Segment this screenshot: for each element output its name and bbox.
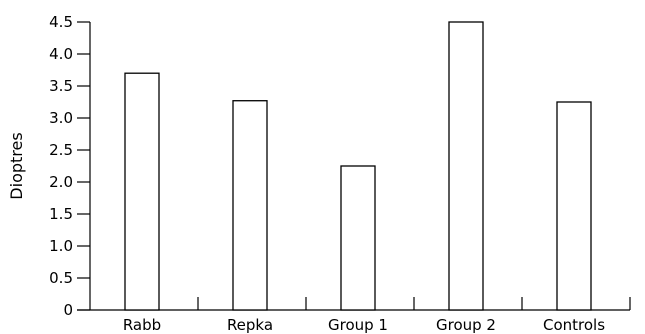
category-labels: Rabb Repka Group 1 Group 2 Controls (123, 316, 605, 334)
y-tick-label: 3.5 (49, 77, 73, 95)
category-label: Repka (227, 316, 273, 334)
y-tick-label: 0.5 (49, 269, 73, 287)
y-tick-label: 3.0 (49, 109, 73, 127)
y-axis: 0 0.5 1.0 1.5 2.0 2.5 3.0 3.5 4.0 4.5 (49, 13, 91, 319)
y-tick-label: 2.0 (49, 173, 73, 191)
bar-repka (232, 100, 268, 311)
bar-controls (556, 101, 592, 311)
y-tick-label: 2.5 (49, 141, 73, 159)
y-tick-label: 0 (63, 301, 73, 319)
y-axis-title: Dioptres (7, 132, 26, 199)
y-tick-label: 1.5 (49, 205, 73, 223)
y-tick-label: 1.0 (49, 237, 73, 255)
bar-rabb (124, 72, 160, 311)
bars (124, 21, 592, 311)
bar-group-2 (448, 21, 484, 311)
y-tick-label: 4.5 (49, 13, 73, 31)
bar-group-1 (340, 165, 376, 311)
category-label: Group 2 (436, 316, 496, 334)
category-label: Rabb (123, 316, 161, 334)
y-tick-label: 4.0 (49, 45, 73, 63)
category-label: Group 1 (328, 316, 388, 334)
category-label: Controls (543, 316, 605, 334)
